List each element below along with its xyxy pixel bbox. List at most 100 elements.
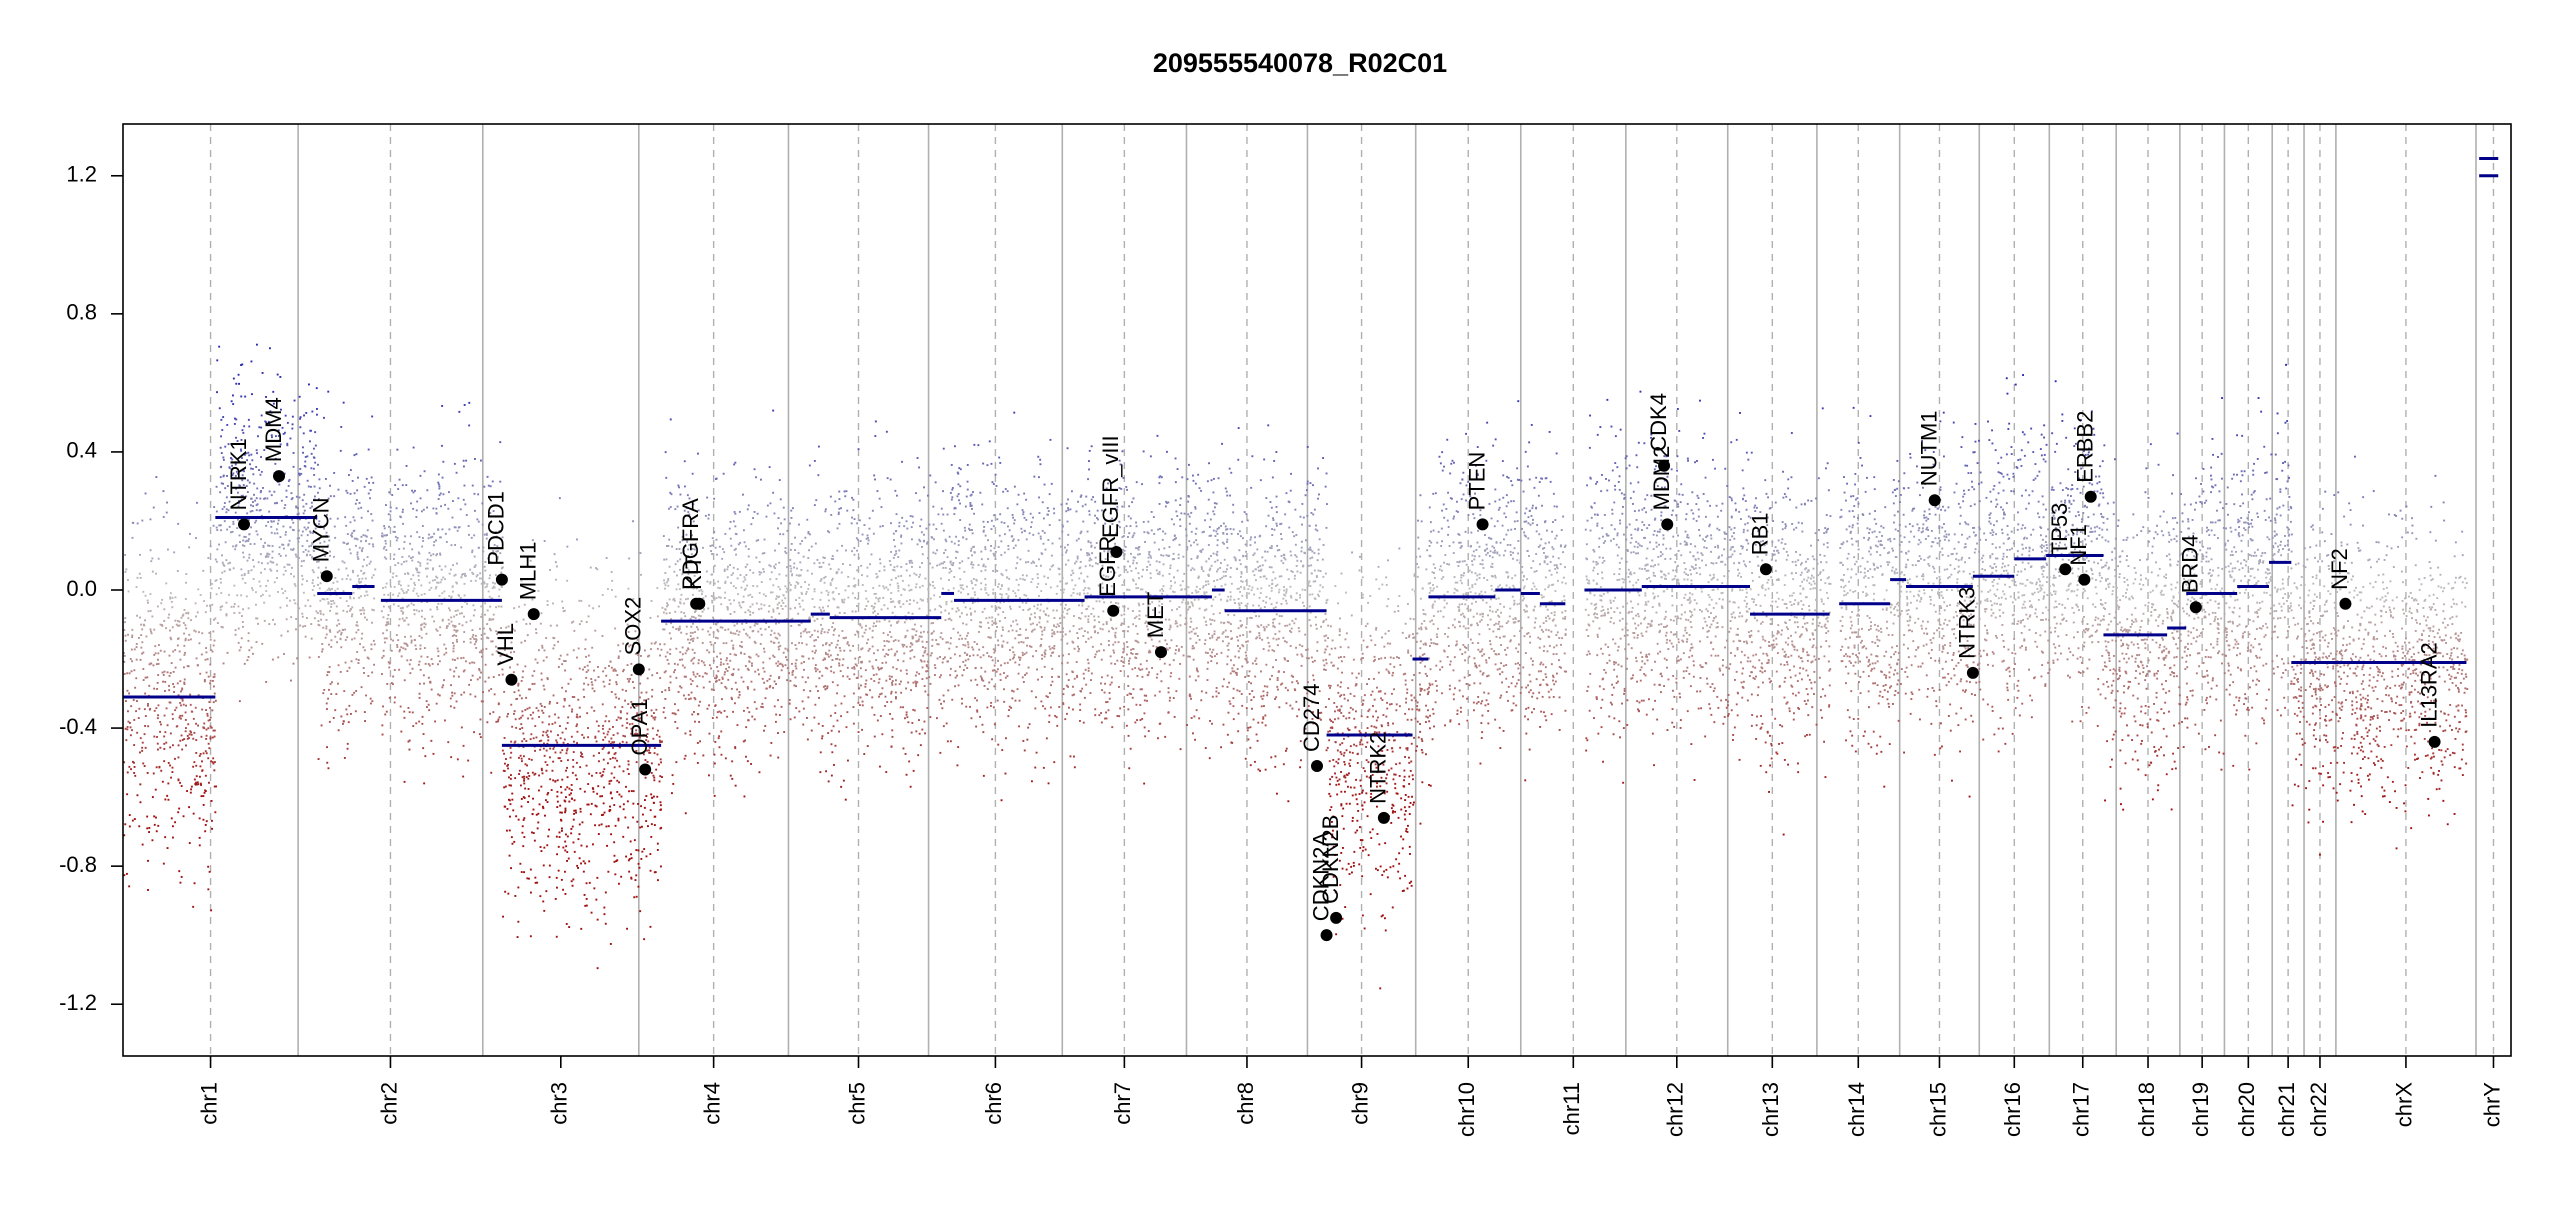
data-point <box>485 586 487 588</box>
data-point <box>207 727 209 729</box>
data-point <box>769 578 771 580</box>
data-point <box>257 623 259 625</box>
data-point <box>568 801 570 803</box>
data-point <box>481 700 483 702</box>
data-point <box>310 467 312 469</box>
data-point <box>735 587 737 589</box>
data-point <box>356 499 358 501</box>
data-point <box>527 801 529 803</box>
data-point <box>809 465 811 467</box>
data-point <box>256 641 258 643</box>
data-point <box>736 533 738 535</box>
data-point <box>827 594 829 596</box>
data-point <box>942 662 944 664</box>
data-point <box>587 669 589 671</box>
data-point <box>474 566 476 568</box>
data-point <box>883 587 885 589</box>
data-point <box>371 672 373 674</box>
data-point <box>760 608 762 610</box>
data-point <box>421 610 423 612</box>
data-point <box>351 615 353 617</box>
data-point <box>286 605 288 607</box>
data-point <box>332 600 334 602</box>
data-point <box>563 610 565 612</box>
data-point <box>598 725 600 727</box>
data-point <box>314 617 316 619</box>
data-point <box>915 492 917 494</box>
data-point <box>215 559 217 561</box>
data-point <box>596 793 598 795</box>
data-point <box>522 715 524 717</box>
data-point <box>555 579 557 581</box>
data-point <box>441 569 443 571</box>
data-point <box>409 663 411 665</box>
data-point <box>645 795 647 797</box>
data-point <box>921 636 923 638</box>
data-point <box>752 517 754 519</box>
data-point <box>747 508 749 510</box>
data-point <box>548 829 550 831</box>
data-point <box>743 629 745 631</box>
data-point <box>127 579 129 581</box>
data-point <box>948 618 950 620</box>
data-point <box>470 679 472 681</box>
data-point <box>434 579 436 581</box>
data-point <box>216 511 218 513</box>
data-point <box>449 609 451 611</box>
data-point <box>902 646 904 648</box>
data-point <box>364 595 366 597</box>
data-point <box>199 844 201 846</box>
data-point <box>501 606 503 608</box>
data-point <box>865 683 867 685</box>
data-point <box>531 759 533 761</box>
data-point <box>611 571 613 573</box>
data-point <box>739 691 741 693</box>
data-point <box>410 557 412 559</box>
data-point <box>610 780 612 782</box>
data-point <box>684 758 686 760</box>
data-point <box>212 680 214 682</box>
data-point <box>815 499 817 501</box>
data-point <box>487 610 489 612</box>
data-point <box>450 617 452 619</box>
data-point <box>808 658 810 660</box>
data-point <box>715 637 717 639</box>
data-point <box>340 671 342 673</box>
data-point <box>172 744 174 746</box>
data-point <box>891 691 893 693</box>
data-point <box>738 634 740 636</box>
data-point <box>243 425 245 427</box>
data-point <box>142 763 144 765</box>
data-point <box>881 733 883 735</box>
data-point <box>456 614 458 616</box>
data-point <box>892 718 894 720</box>
data-point <box>232 545 234 547</box>
data-point <box>163 516 165 518</box>
data-point <box>407 589 409 591</box>
data-point <box>895 683 897 685</box>
data-point <box>909 646 911 648</box>
data-point <box>739 631 741 633</box>
data-point <box>479 733 481 735</box>
data-point <box>697 637 699 639</box>
data-point <box>128 885 130 887</box>
data-point <box>871 696 873 698</box>
data-point <box>137 794 139 796</box>
data-point <box>139 783 141 785</box>
data-point <box>205 611 207 613</box>
data-point <box>204 790 206 792</box>
data-point <box>174 620 176 622</box>
data-point <box>844 491 846 493</box>
data-point <box>939 596 941 598</box>
data-point <box>372 520 374 522</box>
data-point <box>394 526 396 528</box>
data-point <box>197 588 199 590</box>
data-point <box>404 717 406 719</box>
data-point <box>893 533 895 535</box>
data-point <box>302 545 304 547</box>
data-point <box>936 565 938 567</box>
data-point <box>820 609 822 611</box>
data-point <box>428 704 430 706</box>
data-point <box>692 473 694 475</box>
data-point <box>365 540 367 542</box>
